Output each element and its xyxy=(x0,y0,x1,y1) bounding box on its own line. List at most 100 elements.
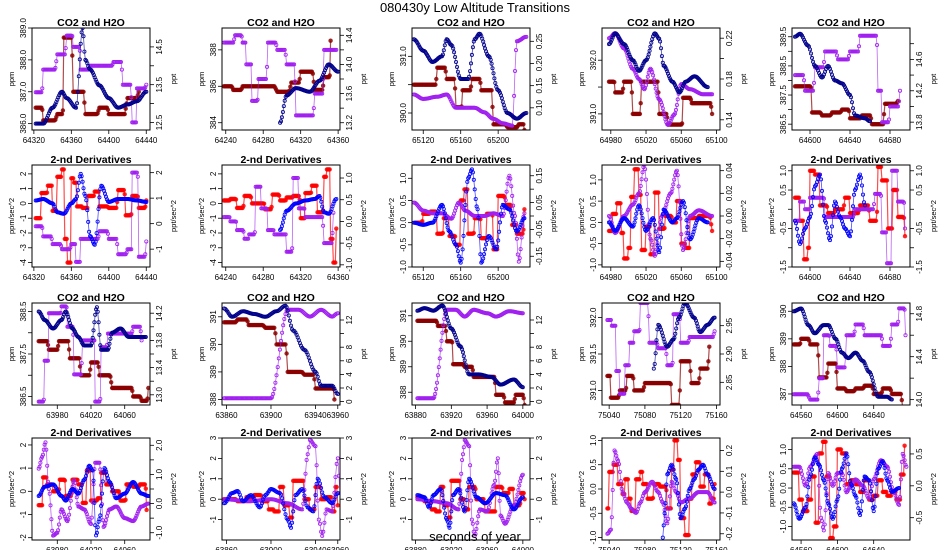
data-point xyxy=(41,399,46,404)
data-point xyxy=(674,216,679,221)
data-point xyxy=(689,235,694,240)
y-tick-label-left: -1 xyxy=(19,214,28,222)
data-point xyxy=(278,227,283,232)
data-point xyxy=(901,215,907,221)
data-point xyxy=(806,245,812,250)
data-point xyxy=(269,204,274,210)
data-point xyxy=(81,186,86,191)
data-point xyxy=(310,113,315,118)
data-point xyxy=(668,382,673,387)
y-tick-label-right: -0.05 xyxy=(535,220,544,239)
data-point xyxy=(508,176,513,181)
x-tick-label: 64060 xyxy=(114,411,137,420)
data-point xyxy=(263,206,268,211)
y-axis-label-right: ppt xyxy=(549,348,558,359)
data-point xyxy=(638,183,643,188)
data-point xyxy=(493,81,498,86)
data-point xyxy=(822,60,827,65)
x-tick-label: 64400 xyxy=(98,273,121,282)
data-point xyxy=(476,215,481,220)
data-point xyxy=(308,190,314,195)
data-point xyxy=(632,200,637,205)
data-point xyxy=(328,38,333,43)
data-point xyxy=(312,377,317,382)
plot-frame xyxy=(221,302,341,406)
data-point xyxy=(640,216,645,221)
data-point xyxy=(677,388,682,393)
data-point xyxy=(55,97,60,102)
data-point xyxy=(854,186,859,191)
data-point xyxy=(797,218,802,223)
data-point xyxy=(106,345,111,350)
data-point xyxy=(840,207,846,212)
data-point xyxy=(504,189,509,194)
panel-title: CO2 and H2O xyxy=(437,292,505,304)
data-point xyxy=(638,101,643,106)
data-point xyxy=(634,195,639,200)
data-point xyxy=(145,396,150,401)
series-line xyxy=(607,346,710,405)
data-point xyxy=(643,167,648,172)
data-point xyxy=(821,65,826,70)
y-tick-label-left: 0.5 xyxy=(589,195,598,207)
data-point xyxy=(509,210,514,215)
data-point xyxy=(844,87,849,92)
data-point xyxy=(875,43,880,48)
data-point xyxy=(75,101,80,106)
x-tick-label: 65100 xyxy=(705,273,728,282)
data-point xyxy=(665,69,670,74)
y-tick-label-right: 0.02 xyxy=(725,185,734,201)
data-point xyxy=(515,252,520,257)
data-point xyxy=(800,236,805,241)
x-tick-label: 64240 xyxy=(215,273,238,282)
y-tick-label-left: 389.0 xyxy=(19,17,28,38)
data-point xyxy=(323,174,329,179)
data-point xyxy=(633,62,638,67)
data-point xyxy=(274,43,279,48)
data-point xyxy=(482,247,487,252)
y-tick-label-right: 14.6 xyxy=(915,51,924,67)
data-point xyxy=(445,92,450,97)
data-point xyxy=(805,222,810,227)
data-point xyxy=(683,237,688,242)
data-point xyxy=(92,320,97,325)
plot-frame xyxy=(791,27,911,131)
data-point xyxy=(642,247,648,253)
data-point xyxy=(39,312,44,317)
data-point xyxy=(620,86,626,92)
data-point xyxy=(670,186,675,191)
y-tick-label-left: 1 xyxy=(19,186,28,191)
data-point xyxy=(710,213,715,218)
data-point xyxy=(68,323,73,328)
data-point xyxy=(85,208,90,213)
data-point xyxy=(470,367,475,373)
data-point xyxy=(631,340,636,345)
y-tick-label-right: 0.18 xyxy=(725,71,734,87)
data-point xyxy=(620,90,625,95)
data-point xyxy=(688,97,694,102)
data-point xyxy=(248,62,253,67)
data-point xyxy=(667,120,672,125)
y-tick-label-right: 14.4 xyxy=(345,27,354,43)
data-point xyxy=(443,328,449,334)
data-point xyxy=(642,165,647,167)
data-point xyxy=(460,350,465,355)
y-axis-label-left: ppm xyxy=(387,347,396,362)
data-point xyxy=(255,97,260,102)
data-point xyxy=(284,305,289,310)
data-point xyxy=(491,71,496,76)
data-point xyxy=(49,236,54,241)
data-point xyxy=(608,317,613,322)
series-altitude xyxy=(606,79,715,127)
series-h2o xyxy=(222,307,340,401)
data-point xyxy=(78,338,83,343)
y-tick-label-right: 6 xyxy=(535,358,544,363)
data-point xyxy=(471,230,476,236)
data-point xyxy=(331,384,336,389)
data-point xyxy=(522,211,527,216)
data-point xyxy=(491,243,496,248)
data-point xyxy=(258,184,263,189)
data-point xyxy=(676,184,681,189)
data-point xyxy=(509,184,514,189)
